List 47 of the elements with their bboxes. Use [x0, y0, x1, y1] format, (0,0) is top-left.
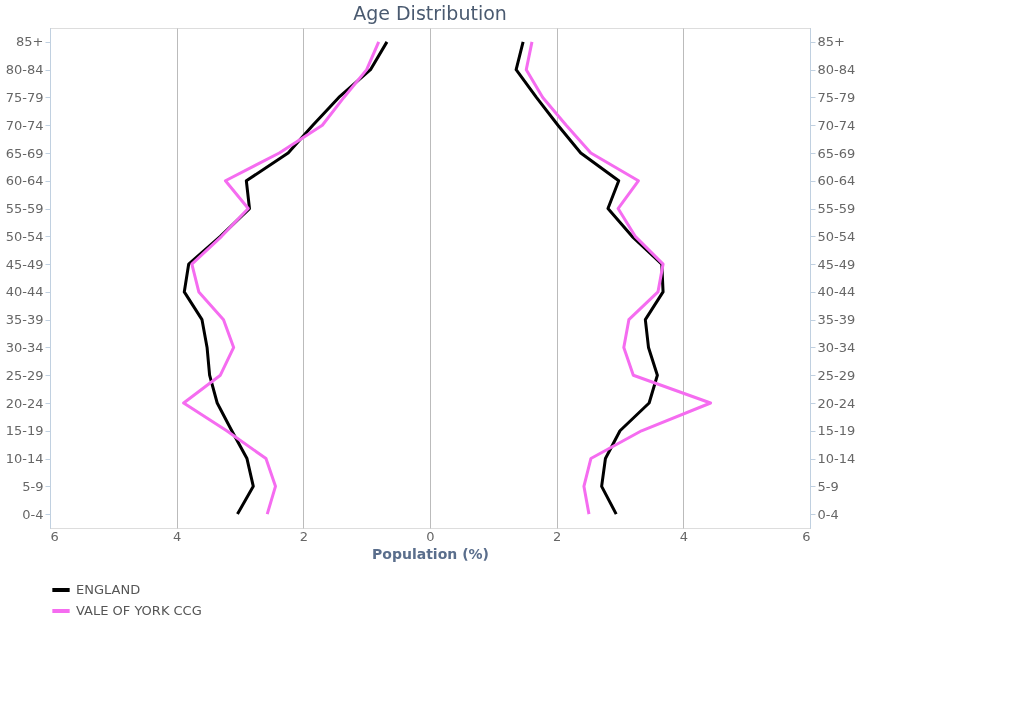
category-label: 60-64	[817, 173, 856, 189]
x-tick-label: 2	[299, 528, 308, 544]
y-tick-label: 25-29	[5, 367, 44, 383]
y-tick-label: 30-34	[5, 339, 44, 355]
category-label: 25-29	[817, 367, 856, 383]
category-label: 50-54	[817, 228, 856, 244]
legend-label: VALE OF YORK CCG	[76, 603, 202, 618]
category-label: 40-44	[817, 284, 856, 300]
category-label: 10-14	[817, 451, 856, 467]
category-label: 75-79	[817, 89, 856, 105]
y-tick-label: 10-14	[5, 451, 44, 467]
category-label: 85+	[817, 34, 845, 50]
category-label: 55-59	[817, 201, 856, 217]
y-tick-label: 45-49	[5, 256, 44, 272]
category-label: 0-4	[817, 506, 839, 522]
category-label: 20-24	[817, 395, 856, 411]
category-label: 5-9	[817, 478, 839, 494]
y-tick-label: 75-79	[5, 89, 44, 105]
x-tick-label: 0	[426, 528, 435, 544]
y-tick-label: 85+	[16, 34, 44, 50]
legend-label: ENGLAND	[76, 582, 141, 597]
x-tick-label: 4	[679, 528, 688, 544]
y-tick-label: 80-84	[5, 62, 44, 78]
y-tick-label: 5-9	[22, 478, 44, 494]
category-label: 15-19	[817, 423, 856, 439]
y-tick-label: 55-59	[5, 201, 44, 217]
y-tick-label: 60-64	[5, 173, 44, 189]
category-label: 35-39	[817, 312, 856, 328]
x-tick-label: 2	[553, 528, 562, 544]
y-tick-label: 50-54	[5, 228, 44, 244]
y-tick-label: 0-4	[22, 506, 44, 522]
x-tick-label: 4	[173, 528, 182, 544]
y-tick-label: 15-19	[5, 423, 44, 439]
category-label: 80-84	[817, 62, 856, 78]
x-axis-title: Population (%)	[372, 545, 489, 562]
category-label: 65-69	[817, 145, 856, 161]
x-tick-label: 6	[50, 528, 59, 544]
category-label: 45-49	[817, 256, 856, 272]
x-tick-label: 6	[802, 528, 811, 544]
y-tick-label: 65-69	[5, 145, 44, 161]
y-tick-label: 35-39	[5, 312, 44, 328]
chart-title: Age Distribution	[353, 2, 507, 24]
category-label: 30-34	[817, 339, 856, 355]
y-tick-label: 20-24	[5, 395, 44, 411]
y-tick-label: 70-74	[5, 117, 44, 133]
y-tick-label: 40-44	[5, 284, 44, 300]
category-label: 70-74	[817, 117, 856, 133]
